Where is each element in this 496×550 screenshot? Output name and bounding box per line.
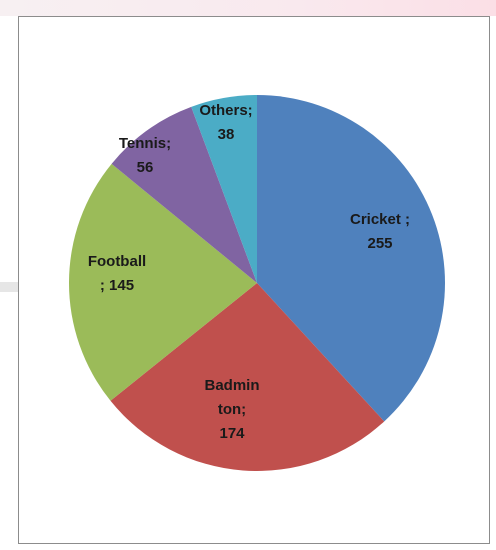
pie-slice-football bbox=[68, 163, 257, 401]
top-decoration-strip bbox=[0, 0, 496, 16]
pie-labels: Cricket ; 255 Badmin ton; 174 Football ; 145 Te… bbox=[88, 102, 410, 442]
data-label-line: 38 bbox=[218, 126, 235, 143]
pie-slice-tennis bbox=[111, 106, 257, 283]
data-label-others: Others; 38 bbox=[199, 102, 252, 143]
data-label-line: 56 bbox=[137, 159, 154, 176]
data-label-line: 255 bbox=[367, 235, 392, 252]
data-label-cricket: Cricket ; 255 bbox=[350, 211, 410, 252]
data-label-line: Football bbox=[88, 253, 146, 270]
data-label-line: 174 bbox=[219, 425, 245, 442]
pie-slice-badminton bbox=[110, 283, 385, 471]
side-tick-mark bbox=[0, 282, 18, 292]
pie-slices bbox=[68, 95, 445, 471]
data-label-line: Others; bbox=[199, 102, 252, 119]
data-label-line: Cricket ; bbox=[350, 211, 410, 228]
pie-slice-others bbox=[191, 95, 257, 283]
pie-slice-cricket bbox=[257, 95, 445, 422]
data-label-line: Tennis; bbox=[119, 135, 171, 152]
data-label-line: ton; bbox=[218, 401, 246, 418]
data-label-line: ; 145 bbox=[100, 277, 134, 294]
data-label-tennis: Tennis; 56 bbox=[119, 135, 171, 176]
data-label-badminton: Badmin ton; 174 bbox=[204, 377, 259, 442]
data-label-football: Football ; 145 bbox=[88, 253, 146, 294]
data-label-line: Badmin bbox=[204, 377, 259, 394]
